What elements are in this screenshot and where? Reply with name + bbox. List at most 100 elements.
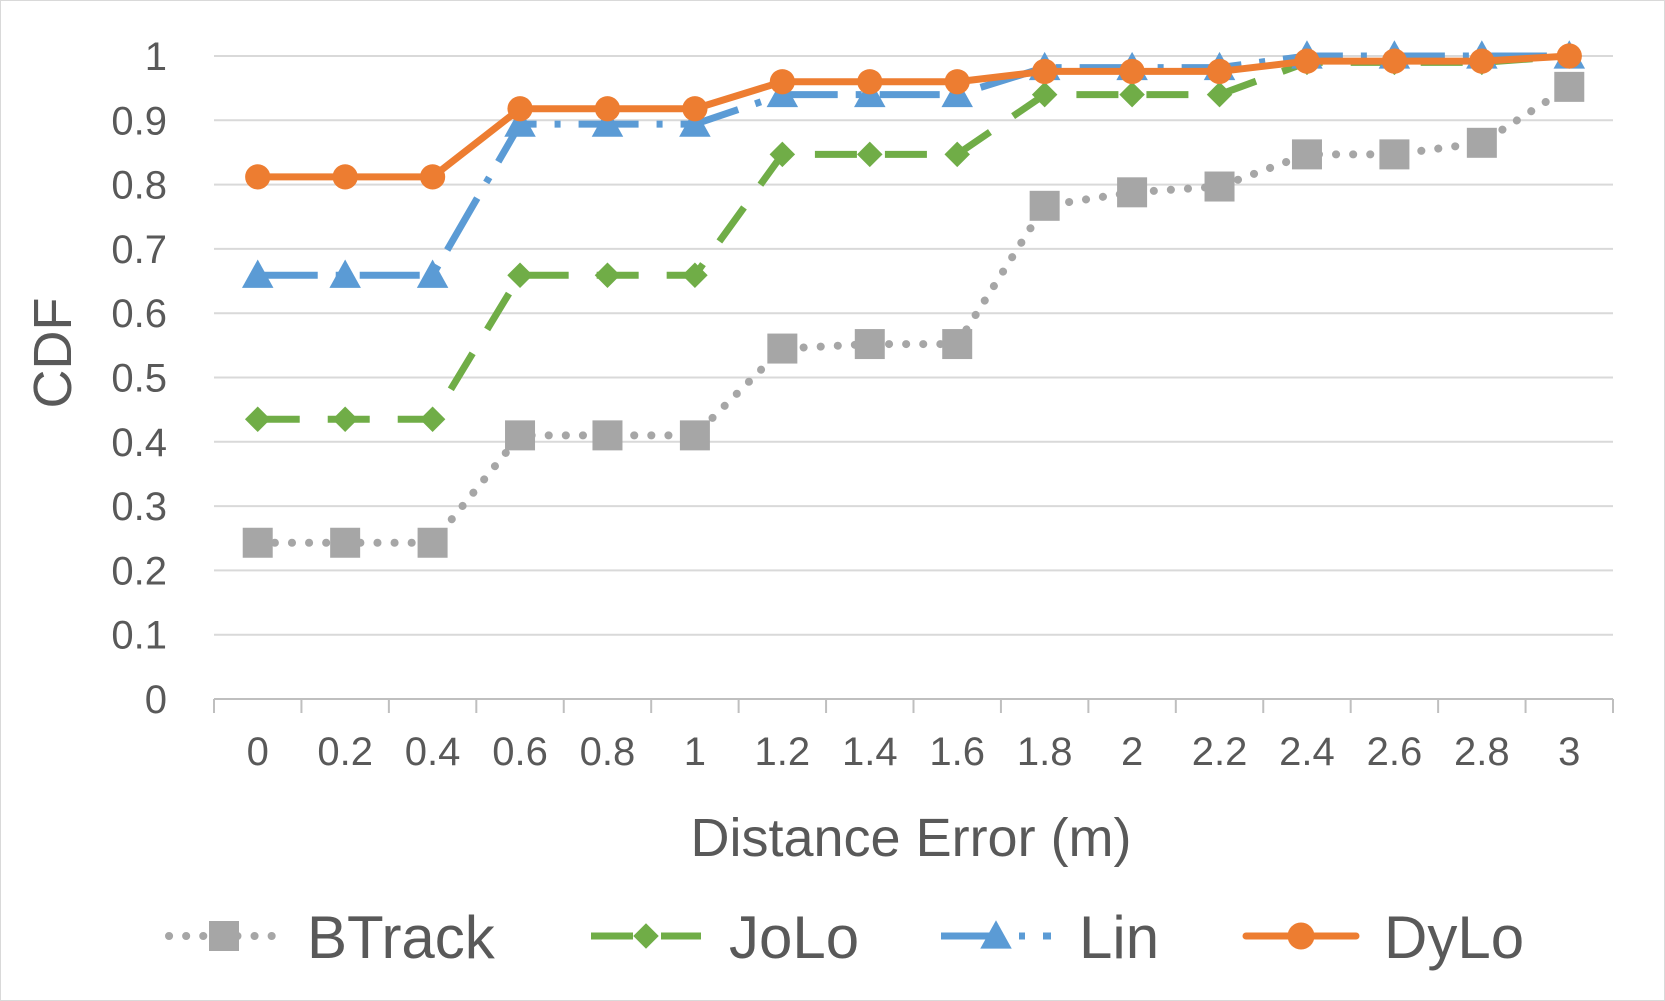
data-point-dylo: [1119, 58, 1145, 85]
data-point-jolo: [1206, 81, 1233, 108]
data-point-btrack: [1117, 177, 1148, 208]
data-point-btrack: [505, 420, 536, 451]
data-point-dylo: [944, 69, 970, 95]
y-tick-label: 0.7: [111, 228, 167, 272]
data-point-btrack: [592, 420, 623, 451]
data-point-lin: [679, 108, 711, 137]
legend: BTrack JoLo Lin DyLo: [165, 904, 1524, 971]
series-btrack: [242, 71, 1585, 558]
data-point-dylo: [332, 164, 358, 190]
series-jolo: [244, 43, 1583, 433]
x-tick-label: 2.8: [1454, 730, 1510, 774]
legend-label: JoLo: [729, 904, 859, 971]
x-tick-label: 3: [1558, 730, 1580, 774]
data-point-jolo: [244, 406, 271, 433]
y-tick-label: 0.8: [111, 164, 167, 208]
legend-swatch-marker: [209, 921, 239, 951]
data-point-lin: [329, 259, 361, 288]
x-tick-label: 2.6: [1367, 730, 1423, 774]
legend-swatch-marker: [633, 923, 659, 949]
data-point-jolo: [1119, 81, 1145, 108]
y-tick-label: 0.4: [111, 421, 167, 465]
x-tick-label: 0.2: [317, 730, 373, 774]
x-tick-label: 2.2: [1192, 730, 1248, 774]
data-point-btrack: [417, 527, 448, 558]
x-axis: [213, 698, 1614, 713]
series-dylo: [245, 43, 1582, 190]
series-line-jolo: [257, 52, 1570, 423]
legend-swatch-marker: [1287, 922, 1315, 950]
data-point-btrack: [679, 420, 710, 451]
data-point-dylo: [1206, 58, 1233, 85]
y-tick-label: 0.5: [111, 357, 167, 401]
x-tick-label: 2.4: [1279, 730, 1335, 774]
data-point-jolo: [682, 262, 708, 289]
data-point-dylo: [682, 96, 708, 122]
data-point-btrack: [1554, 71, 1585, 102]
data-point-lin: [504, 108, 536, 137]
legend-item-btrack: BTrack: [165, 904, 496, 971]
y-axis-ticks: 0 0.1 0.2 0.3 0.4 0.5 0.6 0.7 0.8 0.9 1: [111, 35, 167, 722]
legend-item-lin: Lin: [941, 904, 1159, 971]
y-tick-label: 0: [145, 678, 167, 722]
data-point-dylo: [769, 69, 795, 95]
data-point-dylo: [1556, 43, 1582, 69]
data-point-dylo: [594, 96, 621, 122]
x-tick-label: 1.8: [1017, 730, 1073, 774]
x-tick-label: 0: [247, 730, 269, 774]
x-tick-label: 2: [1121, 730, 1143, 774]
data-point-dylo: [1294, 48, 1320, 74]
x-tick-label: 1.4: [842, 730, 898, 774]
x-tick-label: 0.8: [580, 730, 636, 774]
data-point-lin: [416, 259, 449, 288]
y-axis-title: CDF: [23, 298, 83, 409]
data-point-btrack: [1466, 127, 1497, 158]
data-point-dylo: [857, 69, 883, 95]
series-line-btrack: [253, 82, 1574, 547]
data-point-jolo: [769, 141, 796, 168]
data-point-jolo: [857, 141, 883, 168]
data-point-lin: [241, 259, 274, 288]
x-axis-ticks: 0 0.2 0.4 0.6 0.8 1 1.2 1.4 1.6 1.8 2 2.2 2.4 2.6 2.8 3: [247, 730, 1581, 774]
data-point-dylo: [245, 164, 271, 190]
data-point-btrack: [1379, 139, 1410, 170]
legend-label: BTrack: [307, 904, 496, 971]
data-point-btrack: [767, 333, 798, 364]
legend-label: DyLo: [1384, 904, 1524, 971]
data-point-jolo: [944, 141, 970, 168]
series-line-dylo: [254, 52, 1573, 181]
legend-item-dylo: DyLo: [1242, 904, 1524, 971]
legend-item-jolo: JoLo: [591, 904, 859, 971]
y-tick-label: 0.1: [111, 614, 167, 658]
data-point-dylo: [1381, 48, 1408, 74]
x-tick-label: 0.4: [405, 730, 461, 774]
x-axis-title: Distance Error (m): [690, 808, 1131, 868]
data-point-lin: [591, 108, 624, 137]
data-point-btrack: [1029, 190, 1060, 221]
legend-label: Lin: [1079, 904, 1159, 971]
data-point-dylo: [419, 164, 446, 190]
data-point-btrack: [1204, 171, 1235, 202]
y-tick-label: 0.2: [111, 549, 167, 593]
data-point-btrack: [330, 527, 361, 558]
data-point-jolo: [594, 262, 621, 289]
data-point-jolo: [1031, 81, 1058, 108]
data-point-dylo: [1469, 48, 1495, 74]
y-tick-label: 0.9: [111, 99, 167, 143]
x-tick-label: 0.6: [492, 730, 548, 774]
series-layer: [241, 40, 1586, 558]
x-tick-label: 1.2: [755, 730, 811, 774]
data-point-jolo: [507, 262, 533, 289]
data-point-btrack: [242, 527, 273, 558]
y-tick-label: 0.3: [111, 485, 167, 529]
data-point-jolo: [332, 406, 358, 433]
legend-swatch-marker: [980, 920, 1012, 949]
x-tick-label: 1: [684, 730, 706, 774]
data-point-btrack: [942, 329, 973, 360]
data-point-jolo: [419, 406, 446, 433]
series-line-lin: [257, 52, 1570, 279]
y-tick-label: 0.6: [111, 292, 167, 336]
data-point-btrack: [1291, 139, 1322, 170]
